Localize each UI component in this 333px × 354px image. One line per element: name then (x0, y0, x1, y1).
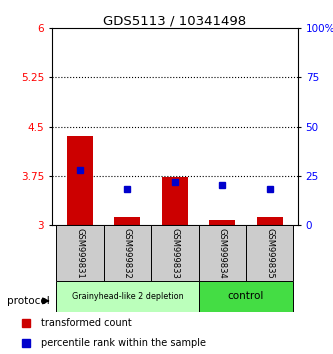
Text: percentile rank within the sample: percentile rank within the sample (42, 338, 206, 348)
Bar (67, 136, 93, 225)
Text: GSM999832: GSM999832 (123, 228, 132, 279)
FancyBboxPatch shape (246, 225, 293, 281)
Text: GSM999835: GSM999835 (265, 228, 274, 279)
Text: GSM999833: GSM999833 (170, 228, 179, 279)
Bar (209, 219, 235, 225)
Text: Grainyhead-like 2 depletion: Grainyhead-like 2 depletion (72, 292, 183, 301)
Bar (115, 217, 141, 225)
FancyBboxPatch shape (56, 281, 198, 312)
FancyBboxPatch shape (198, 225, 246, 281)
Bar (162, 177, 188, 225)
FancyBboxPatch shape (198, 281, 293, 312)
Text: transformed count: transformed count (42, 318, 132, 328)
Text: control: control (228, 291, 264, 302)
Bar (256, 217, 283, 225)
FancyBboxPatch shape (56, 225, 104, 281)
Text: protocol: protocol (7, 296, 49, 306)
FancyBboxPatch shape (151, 225, 198, 281)
Text: GSM999831: GSM999831 (76, 228, 85, 279)
Title: GDS5113 / 10341498: GDS5113 / 10341498 (103, 14, 246, 27)
Text: GSM999834: GSM999834 (218, 228, 227, 279)
FancyBboxPatch shape (104, 225, 151, 281)
